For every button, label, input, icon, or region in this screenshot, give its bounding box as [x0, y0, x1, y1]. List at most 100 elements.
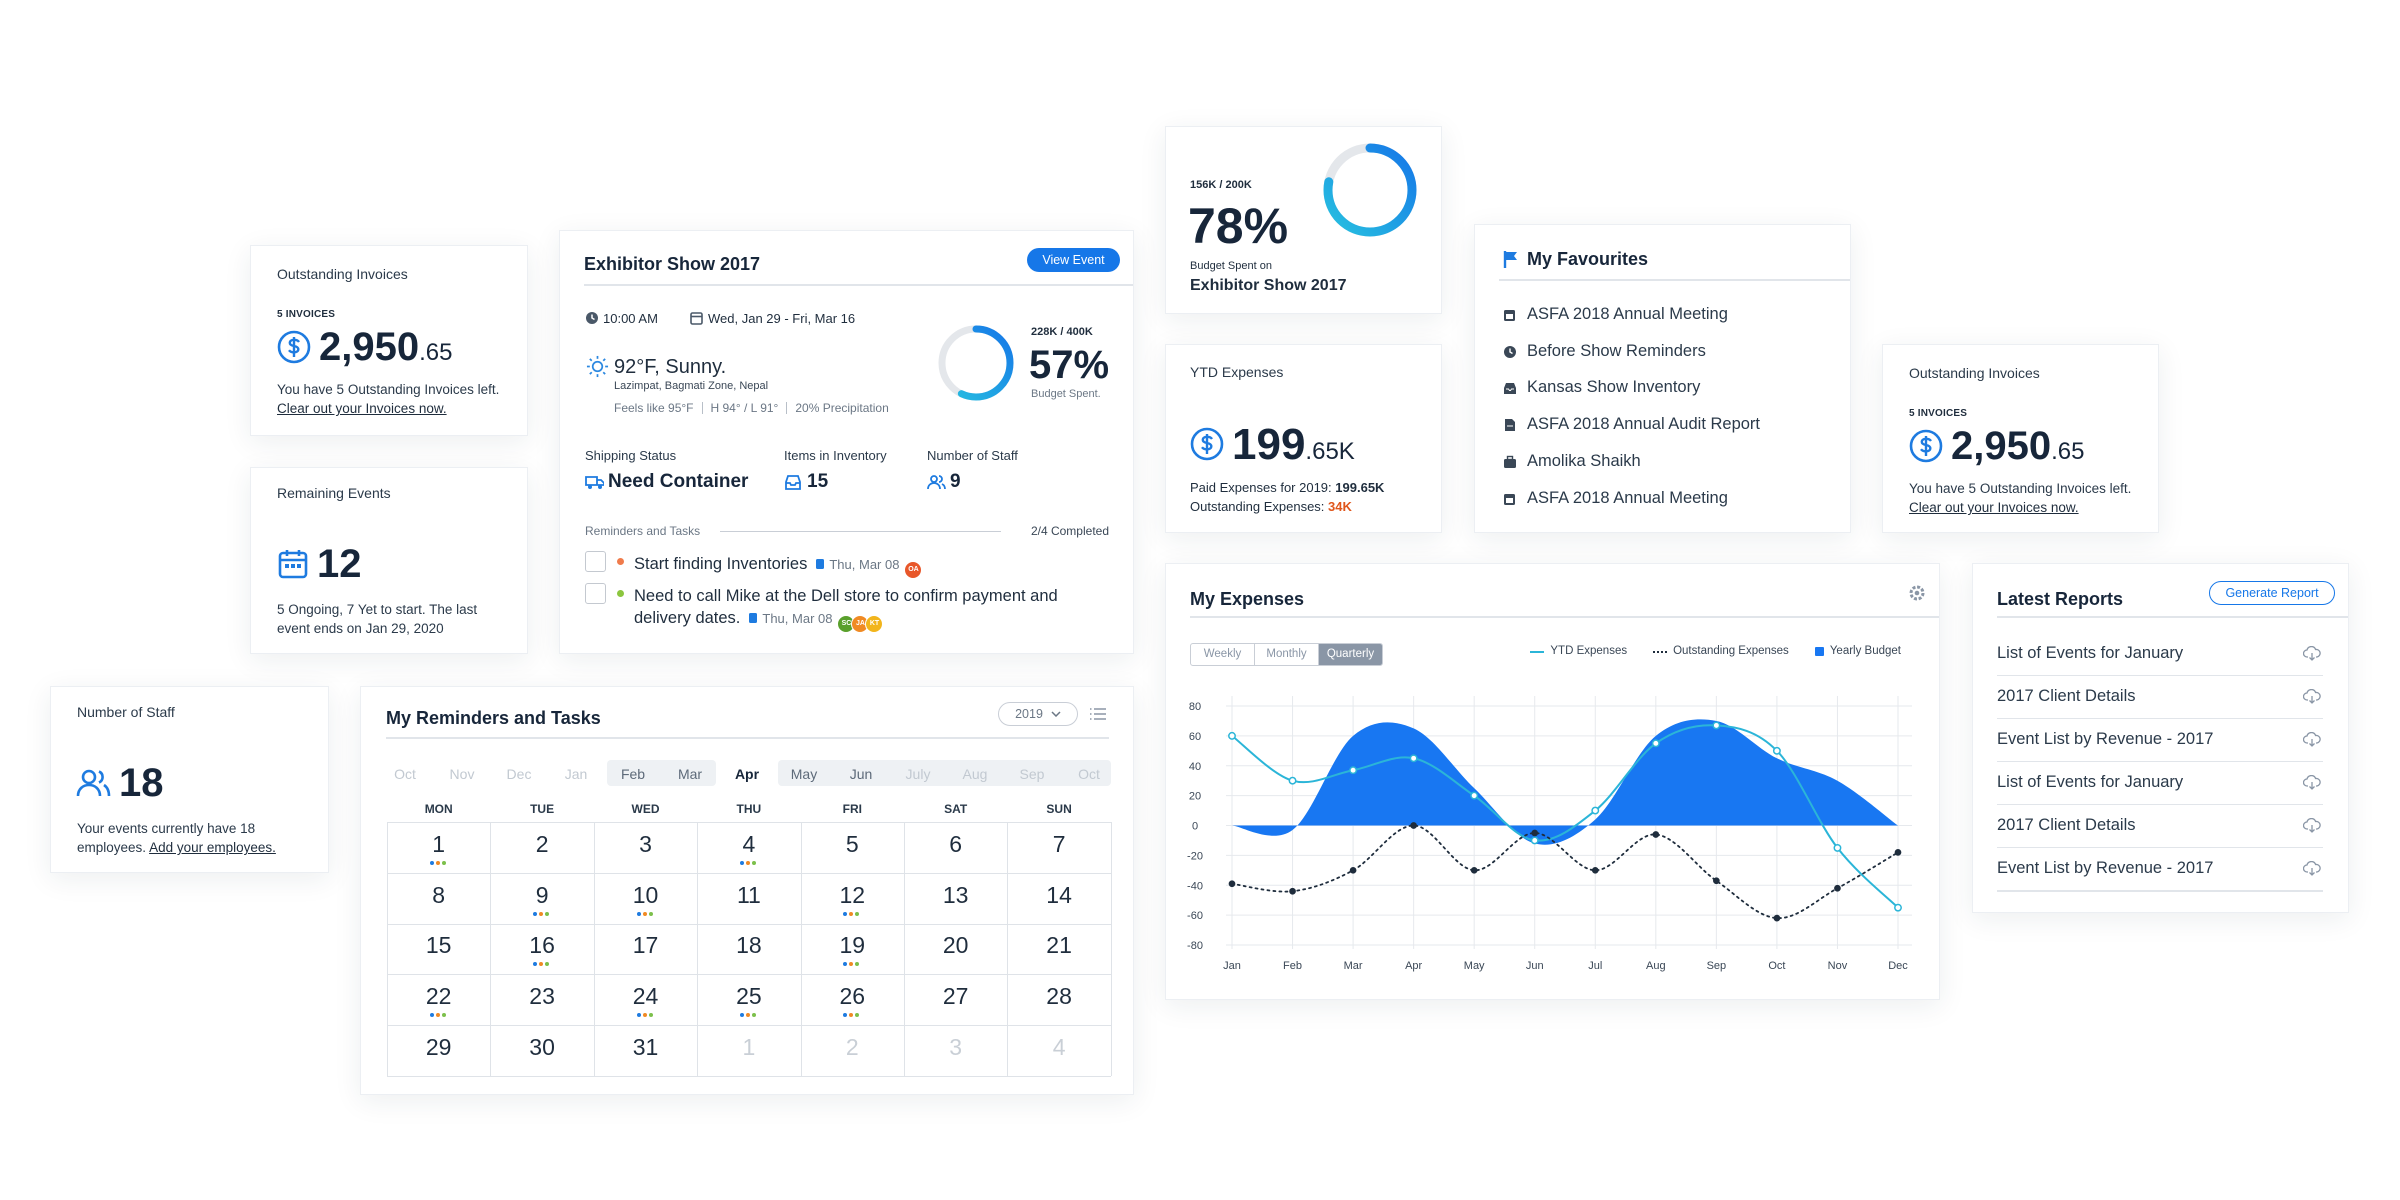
day[interactable]: 12	[839, 881, 866, 908]
download-icon[interactable]	[2303, 818, 2321, 833]
day[interactable]: 9	[535, 881, 549, 908]
grid-line	[904, 822, 905, 1076]
day[interactable]: 11	[736, 881, 761, 908]
report-item[interactable]: List of Events for January	[1997, 773, 2184, 791]
settings-icon[interactable]	[1908, 584, 1926, 602]
month[interactable]: Jun	[849, 766, 873, 782]
stat-value: 9	[950, 471, 961, 492]
task-checkbox[interactable]	[585, 551, 606, 572]
favourite-item[interactable]: Before Show Reminders	[1527, 341, 1706, 360]
favourite-item[interactable]: Amolika Shaikh	[1527, 451, 1641, 470]
y-tick-label: -20	[1187, 850, 1203, 862]
weather-detail: 20% Precipitation	[795, 401, 889, 415]
day[interactable]: 23	[529, 983, 555, 1010]
month[interactable]: May	[790, 766, 818, 782]
task-checkbox[interactable]	[585, 583, 606, 604]
point	[1894, 849, 1902, 856]
icon-glyph	[288, 337, 300, 357]
day[interactable]: 29	[425, 1034, 452, 1061]
event-dot	[745, 1013, 750, 1018]
stat-icon	[785, 475, 801, 490]
download-icon[interactable]	[2303, 732, 2321, 747]
day[interactable]: 7	[1052, 830, 1066, 857]
day[interactable]: 1	[742, 1034, 756, 1061]
day[interactable]: 4	[1052, 1034, 1066, 1061]
view-event-button[interactable]: View Event	[1027, 248, 1120, 272]
list-icon[interactable]	[1089, 707, 1107, 721]
month[interactable]: Oct	[1078, 766, 1100, 782]
day[interactable]: 10	[632, 881, 659, 908]
period-tab[interactable]: Quarterly	[1318, 644, 1382, 665]
day[interactable]: 4	[742, 830, 756, 857]
separator	[786, 402, 788, 414]
day[interactable]: 22	[425, 983, 452, 1010]
generate-report-button[interactable]: Generate Report	[2209, 581, 2335, 605]
download-icon[interactable]	[2303, 646, 2321, 661]
day[interactable]: 2	[535, 830, 549, 857]
day[interactable]: 25	[736, 983, 762, 1010]
day[interactable]: 19	[839, 932, 866, 959]
month[interactable]: July	[905, 766, 931, 782]
download-icon[interactable]	[2303, 689, 2321, 704]
point	[1349, 766, 1358, 775]
link[interactable]: Add your employees.	[149, 840, 276, 855]
day[interactable]: 3	[949, 1034, 963, 1061]
event-dot	[539, 962, 544, 967]
budget-card: 156K / 200K 78% Budget Spent on Exhibito…	[1165, 126, 1442, 314]
download-icon[interactable]	[2303, 861, 2321, 876]
month[interactable]: Nov	[449, 766, 475, 782]
link[interactable]: Clear out your Invoices now.	[1909, 500, 2079, 515]
period-tab[interactable]: Monthly	[1254, 644, 1318, 665]
link[interactable]: Clear out your Invoices now.	[277, 401, 447, 416]
day[interactable]: 21	[1046, 932, 1072, 959]
event-dot	[843, 962, 848, 967]
period-tab[interactable]: Weekly	[1203, 647, 1242, 660]
year-select[interactable]: 2019	[998, 702, 1078, 726]
month[interactable]: Feb	[620, 766, 646, 782]
staff-count: 18	[119, 761, 164, 805]
day[interactable]: 14	[1046, 881, 1072, 908]
report-item[interactable]: 2017 Client Details	[1997, 687, 2136, 705]
month[interactable]: Sep	[1019, 766, 1045, 782]
grid-line	[1110, 822, 1112, 1076]
day[interactable]: 17	[632, 932, 659, 959]
day[interactable]: 13	[942, 881, 969, 908]
favourite-item[interactable]: ASFA 2018 Annual Meeting	[1527, 305, 1728, 323]
day[interactable]: 27	[942, 983, 969, 1010]
day[interactable]: 20	[942, 932, 969, 959]
day[interactable]: 28	[1046, 983, 1072, 1010]
month[interactable]: Dec	[506, 766, 532, 782]
day[interactable]: 26	[839, 983, 866, 1010]
favourite-item[interactable]: Kansas Show Inventory	[1527, 378, 1701, 397]
month[interactable]: Oct	[394, 766, 416, 782]
month[interactable]: Apr	[734, 766, 760, 782]
day[interactable]: 6	[949, 830, 963, 857]
day[interactable]: 18	[736, 932, 762, 959]
favourite-item[interactable]: ASFA 2018 Annual Meeting	[1527, 488, 1728, 507]
day[interactable]: 5	[845, 830, 859, 857]
month[interactable]: Mar	[677, 766, 703, 782]
day[interactable]: 31	[632, 1034, 659, 1061]
favourite-item[interactable]: ASFA 2018 Annual Audit Report	[1527, 415, 1761, 434]
report-item[interactable]: 2017 Client Details	[1997, 816, 2136, 834]
divider	[584, 284, 1133, 286]
event-count: 12	[317, 542, 362, 586]
day[interactable]: 30	[529, 1034, 555, 1061]
day[interactable]: 3	[639, 830, 652, 857]
month[interactable]: Jan	[564, 766, 588, 782]
day[interactable]: 15	[425, 932, 452, 959]
card-title: Latest Reports	[1997, 589, 2124, 609]
day[interactable]: 24	[632, 983, 659, 1010]
month[interactable]: Aug	[962, 766, 988, 782]
day[interactable]: 16	[529, 932, 555, 959]
day[interactable]: 1	[432, 830, 446, 857]
event-dot	[855, 911, 860, 916]
report-item[interactable]: List of Events for January	[1997, 644, 2184, 662]
day[interactable]: 8	[432, 881, 446, 908]
period-tabs: Weekly Monthly Quarterly	[1190, 643, 1383, 666]
day[interactable]: 2	[845, 1034, 859, 1061]
report-item[interactable]: Event List by Revenue - 2017	[1997, 859, 2214, 877]
report-item[interactable]: Event List by Revenue - 2017	[1997, 730, 2214, 748]
download-icon[interactable]	[2303, 775, 2321, 790]
weather: 92°F, Sunny.	[614, 356, 727, 378]
